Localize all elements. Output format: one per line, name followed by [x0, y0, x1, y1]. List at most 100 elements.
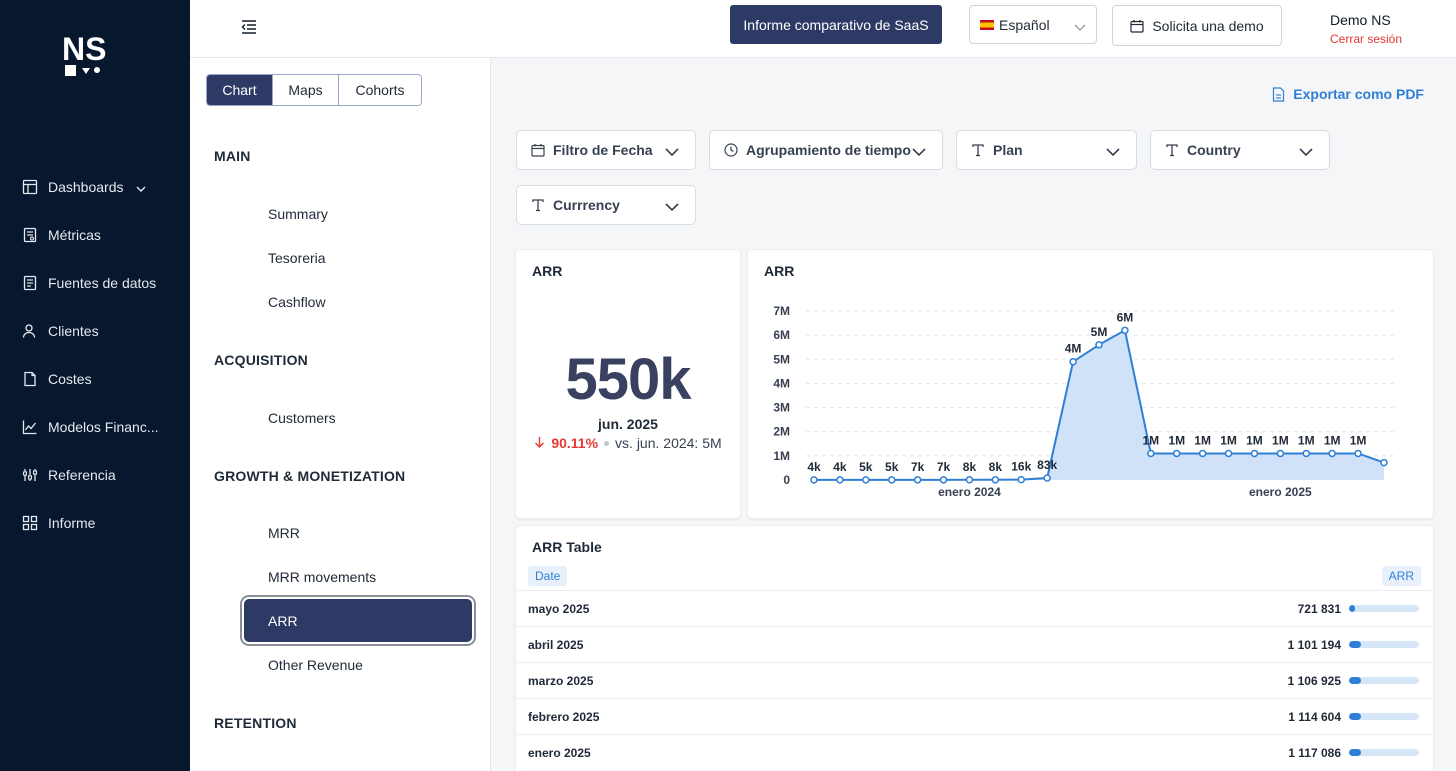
data-point	[887, 476, 896, 484]
data-label: 1M	[1272, 433, 1289, 447]
sidebar-item-modelos-financieros[interactable]: Modelos Financ...	[0, 403, 190, 451]
reference-icon	[22, 467, 38, 483]
text-type-icon	[1165, 143, 1179, 157]
subnav-item-other-revenue[interactable]: Other Revenue	[268, 657, 363, 673]
sidebar-item-label: Dashboards	[48, 179, 124, 195]
tab-chart[interactable]: Chart	[207, 75, 273, 105]
data-point	[1250, 449, 1259, 458]
data-point	[810, 476, 818, 484]
subnav-item-mrr-movements[interactable]: MRR movements	[268, 569, 377, 585]
row-date: enero 2025	[528, 745, 591, 760]
chevron-down-icon	[665, 199, 679, 215]
subnav-item-customers[interactable]: Customers	[268, 410, 336, 426]
sidebar-item-dashboards[interactable]: Dashboards	[0, 163, 190, 211]
row-value-bar	[1349, 605, 1419, 612]
export-pdf-button[interactable]: Exportar como PDF	[1272, 86, 1424, 102]
plan-filter-label: Plan	[993, 142, 1023, 158]
sidebar-item-clientes[interactable]: Clientes	[0, 307, 190, 355]
data-point	[913, 476, 922, 484]
clients-icon	[22, 323, 38, 339]
export-label: Exportar como PDF	[1293, 86, 1424, 102]
data-point	[965, 476, 974, 484]
data-point	[1043, 474, 1051, 482]
sidebar-item-informe[interactable]: Informe	[0, 499, 190, 547]
text-type-icon	[971, 143, 985, 157]
x-tick-label: enero 2025	[1249, 485, 1312, 499]
sidebar-item-costes[interactable]: Costes	[0, 355, 190, 403]
table-header: Date ARR	[528, 566, 1421, 586]
time-grouping-filter[interactable]: Agrupamiento de tiempo	[709, 130, 943, 170]
data-label: 5M	[1091, 325, 1108, 339]
area-fill	[814, 330, 1384, 480]
y-tick-label: 4M	[773, 376, 790, 390]
row-value: 1 106 925	[1287, 673, 1341, 688]
data-label: 4k	[833, 460, 847, 474]
chevron-down-icon	[1299, 144, 1313, 160]
date-filter[interactable]: Filtro de Fecha	[516, 130, 696, 170]
y-tick-label: 6M	[773, 328, 790, 342]
plan-filter[interactable]: Plan	[956, 130, 1137, 170]
sidebar-item-referencia[interactable]: Referencia	[0, 451, 190, 499]
chevron-down-icon	[912, 144, 926, 160]
clock-icon	[724, 143, 738, 157]
chart-title: ARR	[764, 263, 795, 279]
column-header-arr[interactable]: ARR	[1381, 566, 1421, 586]
tab-cohorts[interactable]: Cohorts	[339, 75, 421, 105]
menu-collapse-icon[interactable]	[238, 16, 260, 38]
data-label: 1M	[1142, 433, 1159, 447]
subnav-item-mrr[interactable]: MRR	[268, 525, 300, 541]
data-point	[1276, 449, 1285, 458]
language-select[interactable]: Español	[969, 5, 1097, 44]
separator-dot	[604, 440, 610, 446]
section-acquisition: ACQUISITION	[214, 352, 308, 368]
kpi-date: jun. 2025	[598, 416, 658, 432]
calendar-icon	[531, 143, 545, 157]
row-value-bar	[1349, 677, 1419, 684]
document-icon	[1272, 86, 1285, 102]
data-point	[1095, 341, 1103, 349]
ns-logo[interactable]: NS	[62, 32, 112, 80]
data-label: 16k	[1011, 460, 1031, 474]
table-title: ARR Table	[532, 539, 602, 555]
sidebar-item-metricas[interactable]: Métricas	[0, 211, 190, 259]
data-point	[991, 476, 1000, 484]
country-filter[interactable]: Country	[1150, 130, 1330, 170]
request-demo-button[interactable]: Solicita una demo	[1112, 5, 1282, 46]
data-label: 1M	[1194, 433, 1211, 447]
section-main: MAIN	[214, 148, 251, 164]
sidebar-item-fuentes-de-datos[interactable]: Fuentes de datos	[0, 259, 190, 307]
subnav-item-arr[interactable]: ARR	[244, 599, 472, 642]
chevron-down-icon	[665, 144, 679, 160]
y-tick-label: 2M	[773, 425, 790, 439]
y-tick-label: 3M	[773, 401, 790, 415]
tab-maps[interactable]: Maps	[273, 75, 339, 105]
column-header-date[interactable]: Date	[528, 566, 568, 586]
saas-report-button[interactable]: Informe comparativo de SaaS	[730, 5, 942, 44]
arr-area-chart: 0 1M 2M 3M 4M 5M 6M 7M 4k 4k 5k 5k 7k 7k 8k 8k 16k 83k 4M 5…	[773, 304, 1396, 499]
row-value-bar	[1349, 749, 1419, 756]
row-value: 1 114 604	[1288, 709, 1341, 724]
table-row: mayo 2025 721 831	[516, 590, 1433, 626]
row-value: 1 117 086	[1288, 745, 1341, 760]
data-label: 1M	[1350, 433, 1367, 447]
costs-icon	[22, 371, 38, 387]
view-tabs: Chart Maps Cohorts	[206, 74, 422, 106]
y-tick-label: 7M	[773, 304, 790, 318]
y-tick-label: 1M	[773, 449, 790, 463]
subnav-item-cashflow[interactable]: Cashflow	[268, 294, 326, 310]
logout-link[interactable]: Cerrar sesión	[1330, 32, 1403, 46]
y-tick-label: 0	[783, 473, 790, 487]
currency-filter[interactable]: Currrency	[516, 185, 696, 225]
data-point	[1017, 475, 1026, 484]
subnav-item-tesoreria[interactable]: Tesoreria	[268, 250, 326, 266]
subnav-item-summary[interactable]: Summary	[268, 206, 328, 222]
sidebar-item-label: Referencia	[48, 467, 116, 483]
kpi-delta-percent: 90.11%	[551, 435, 599, 451]
main-content: Exportar como PDF Filtro de Fecha Agrupa…	[491, 58, 1456, 771]
data-point	[1302, 449, 1311, 458]
row-value-bar-fill	[1349, 713, 1361, 720]
data-label: 83k	[1037, 458, 1057, 472]
table-row: marzo 2025 1 106 925	[516, 662, 1433, 698]
arr-chart-card: ARR 0 1M 2M 3M 4M 5M 6M 7M 4k 4k 5k 5k 7k 7k 8k 8k 16k 83…	[747, 249, 1434, 519]
row-value-bar-fill	[1349, 749, 1361, 756]
